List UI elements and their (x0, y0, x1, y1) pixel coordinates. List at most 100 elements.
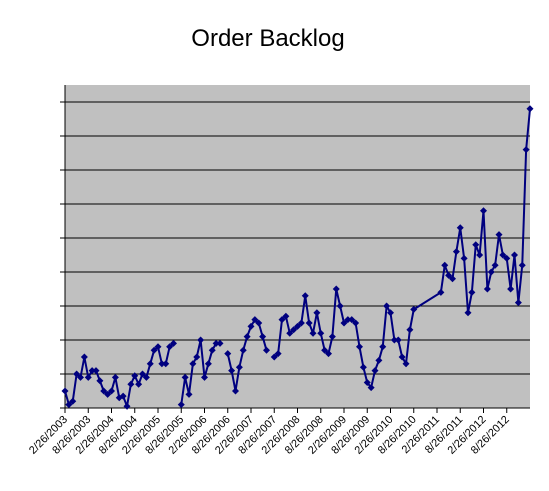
data-point (441, 261, 449, 269)
data-point (379, 343, 387, 351)
data-point (328, 333, 336, 341)
data-point (212, 339, 220, 347)
data-point (193, 353, 201, 361)
data-point (263, 346, 270, 354)
plot-area (65, 85, 530, 408)
data-point (514, 299, 522, 307)
data-point (181, 373, 189, 381)
data-point (185, 390, 193, 398)
data-point (290, 326, 298, 334)
data-point (336, 302, 344, 310)
data-point (352, 319, 360, 327)
data-point (150, 346, 158, 354)
data-point (297, 319, 305, 327)
data-point (146, 360, 154, 368)
data-point (166, 343, 174, 351)
data-point (522, 146, 530, 154)
data-point (65, 401, 73, 409)
data-point (495, 231, 503, 239)
data-point (371, 367, 379, 375)
data-point (259, 333, 267, 341)
data-point (398, 353, 406, 361)
data-point (170, 339, 177, 347)
data-point (375, 356, 383, 364)
data-point (317, 329, 325, 337)
data-point (270, 353, 278, 361)
data-point (111, 373, 119, 381)
data-point (77, 373, 84, 381)
data-point (88, 367, 96, 375)
data-point (383, 302, 391, 310)
data-point (325, 350, 332, 358)
data-point (142, 373, 150, 381)
data-point (476, 251, 484, 259)
data-point (348, 316, 356, 324)
data-point (483, 285, 491, 293)
data-point (278, 316, 286, 324)
data-point (309, 329, 317, 337)
data-point (61, 387, 69, 395)
data-point (305, 319, 313, 327)
data-point (340, 319, 348, 327)
data-point (73, 370, 81, 378)
data-point (235, 363, 243, 371)
data-point (197, 336, 205, 344)
data-point (480, 207, 487, 215)
data-point (154, 343, 162, 351)
data-point (491, 261, 499, 269)
data-point (437, 288, 445, 296)
data-point (131, 372, 139, 380)
data-point (301, 292, 309, 300)
data-point (204, 360, 212, 368)
data-point (511, 251, 518, 259)
data-point (359, 363, 367, 371)
data-point (321, 346, 329, 354)
data-point (69, 397, 77, 405)
data-point (487, 268, 495, 276)
data-point (394, 336, 402, 344)
data-point (201, 373, 208, 381)
data-point (228, 367, 236, 375)
data-point (282, 312, 290, 320)
data-point (507, 285, 515, 293)
data-point (119, 392, 127, 400)
data-point (526, 105, 534, 113)
data-point (410, 305, 418, 313)
data-point (92, 367, 100, 375)
data-point (224, 350, 232, 358)
data-point (468, 288, 476, 296)
data-point (406, 326, 414, 334)
data-point (449, 275, 456, 283)
data-point (460, 254, 468, 262)
data-point (104, 390, 112, 398)
data-point (108, 387, 115, 395)
data-point (139, 370, 146, 378)
data-point (344, 316, 352, 324)
data-point (127, 380, 135, 388)
data-point (402, 360, 410, 368)
data-point (247, 322, 255, 330)
data-point (255, 319, 263, 327)
data-point (518, 261, 526, 269)
data-point (503, 254, 511, 262)
data-point (100, 387, 108, 395)
data-point (274, 350, 282, 358)
data-point (387, 309, 394, 317)
data-point (472, 241, 480, 249)
data-point (456, 224, 464, 232)
data-point (452, 248, 460, 256)
data-point (367, 384, 375, 392)
data-point (135, 380, 143, 388)
data-point (162, 360, 170, 368)
data-point (232, 387, 239, 395)
data-point (445, 271, 453, 279)
data-point (177, 401, 185, 409)
data-point (251, 316, 259, 324)
data-point (158, 360, 166, 368)
data-point (239, 346, 247, 354)
data-point (286, 329, 294, 337)
data-point (332, 285, 340, 293)
data-point (499, 251, 507, 259)
